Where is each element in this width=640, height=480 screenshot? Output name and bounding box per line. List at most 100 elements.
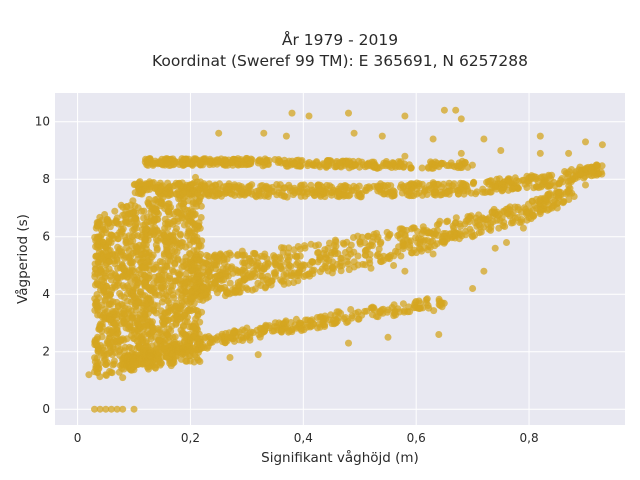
scatter-point: [97, 342, 105, 349]
scatter-point: [98, 320, 106, 328]
scatter-point: [328, 320, 336, 328]
scatter-point: [138, 207, 146, 215]
x-tick-label: 0: [74, 431, 82, 445]
scatter-point: [226, 290, 234, 298]
scatter-point: [196, 185, 204, 193]
scatter-point: [204, 276, 212, 284]
scatter-point: [338, 254, 346, 262]
scatter-point: [350, 258, 358, 266]
scatter-point: [125, 343, 133, 351]
scatter-point: [452, 106, 460, 114]
scatter-point: [94, 305, 101, 312]
scatter-point: [192, 315, 200, 323]
scatter-markers: [85, 106, 606, 413]
scatter-point: [203, 251, 211, 259]
scatter-point: [531, 202, 539, 210]
scatter-point: [98, 276, 106, 284]
scatter-point: [493, 175, 501, 183]
scatter-point: [205, 180, 213, 188]
scatter-point: [111, 207, 119, 215]
scatter-point: [206, 155, 214, 163]
scatter-point: [499, 207, 507, 215]
scatter-point: [180, 262, 188, 270]
scatter-point: [237, 333, 245, 341]
scatter-point: [117, 201, 125, 209]
scatter-point: [164, 297, 172, 305]
scatter-point: [153, 244, 161, 252]
y-tick-label: 6: [42, 230, 50, 244]
scatter-point: [288, 109, 296, 117]
scatter-point: [177, 286, 185, 293]
scatter-point: [400, 163, 407, 171]
scatter-point: [165, 325, 173, 333]
scatter-point: [126, 267, 133, 275]
scatter-point: [265, 184, 273, 192]
scatter-point: [446, 230, 454, 238]
scatter-point: [141, 310, 149, 318]
scatter-point: [525, 179, 533, 187]
scatter-point: [377, 257, 384, 265]
scatter-point: [99, 252, 106, 260]
scatter-point: [213, 261, 220, 269]
scatter-point: [345, 339, 352, 347]
scatter-point: [309, 189, 317, 197]
scatter-point: [229, 269, 237, 277]
scatter-point: [305, 159, 313, 166]
scatter-point: [133, 276, 141, 284]
scatter-point: [225, 182, 233, 190]
scatter-point: [109, 307, 117, 315]
scatter-point: [132, 247, 140, 255]
scatter-point: [91, 368, 98, 376]
scatter-point: [130, 405, 138, 413]
scatter-point: [157, 184, 165, 192]
scatter-point: [435, 331, 443, 338]
scatter-point: [189, 198, 197, 206]
scatter-point: [499, 186, 507, 194]
scatter-point: [350, 234, 357, 241]
scatter-point: [547, 191, 554, 199]
scatter-point: [142, 321, 150, 329]
scatter-point: [554, 193, 562, 201]
x-tick-label: 0,6: [407, 431, 426, 445]
scatter-point: [293, 272, 301, 280]
scatter-point: [440, 180, 447, 188]
scatter-point: [261, 261, 269, 269]
scatter-point: [107, 300, 115, 308]
x-tick-label: 0,2: [181, 431, 200, 445]
scatter-point: [280, 271, 288, 279]
scatter-point: [529, 211, 537, 219]
scatter-point: [565, 149, 573, 157]
scatter-point: [205, 257, 213, 265]
scatter-point: [105, 257, 113, 265]
scatter-point: [271, 319, 279, 327]
scatter-point: [190, 323, 198, 331]
scatter-point: [164, 309, 172, 317]
y-tick-label: 0: [42, 402, 50, 416]
scatter-point: [141, 351, 149, 359]
scatter-point: [356, 238, 364, 246]
scatter-point: [215, 190, 223, 198]
x-tick-label: 0,4: [294, 431, 313, 445]
scatter-point: [192, 253, 200, 261]
scatter-point: [331, 163, 339, 171]
scatter-point: [226, 279, 234, 287]
scatter-point: [129, 314, 137, 322]
scatter-point: [260, 129, 268, 137]
scatter-point: [127, 201, 135, 209]
scatter-point: [407, 164, 415, 172]
scatter-point: [176, 271, 184, 279]
scatter-point: [143, 159, 151, 167]
scatter-point: [421, 244, 429, 252]
scatter-point: [302, 316, 309, 324]
scatter-point: [261, 192, 269, 200]
scatter-point: [185, 155, 193, 163]
scatter-point: [174, 255, 182, 263]
scatter-point: [511, 174, 519, 182]
scatter-point: [486, 177, 494, 185]
scatter-point: [426, 243, 434, 251]
scatter-point: [354, 192, 362, 200]
scatter-point: [404, 182, 412, 190]
scatter-point: [120, 284, 128, 292]
scatter-point: [315, 320, 323, 328]
scatter-point: [163, 244, 171, 252]
